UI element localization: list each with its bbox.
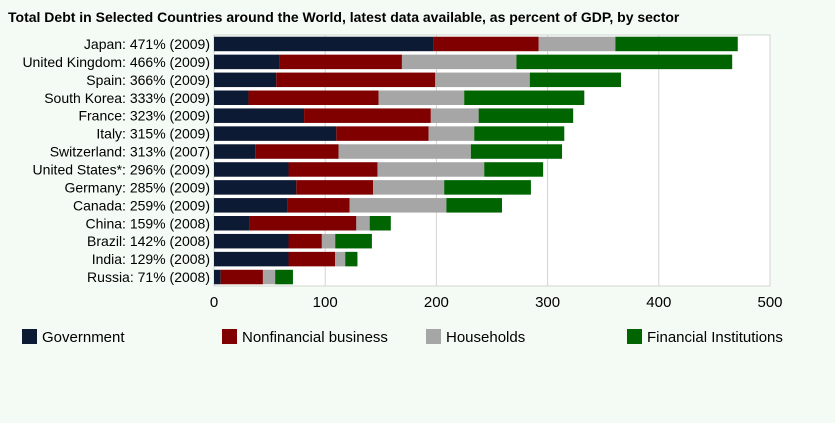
bar-segment xyxy=(529,72,621,88)
bar-segment xyxy=(275,269,293,285)
legend: Government Nonfinancial business Household… xyxy=(22,329,783,346)
bar-segment xyxy=(214,233,289,249)
bar-segment xyxy=(214,54,280,70)
bar-segment xyxy=(214,162,289,177)
bar-segment xyxy=(373,180,445,195)
bar-segment xyxy=(214,126,337,141)
bar-segment xyxy=(214,72,277,88)
category-label: Switzerland: 313% (2007) xyxy=(50,144,210,160)
bar-segment xyxy=(433,36,539,52)
category-label: India: 129% (2008) xyxy=(92,251,210,267)
bar-segment xyxy=(288,233,322,249)
legend-swatch xyxy=(426,329,441,344)
category-label: China: 159% (2008) xyxy=(85,215,210,231)
category-labels: Japan: 471% (2009) United Kingdom: 466% (… xyxy=(22,36,210,285)
x-tick-label: 500 xyxy=(757,294,782,311)
category-label: Germany: 285% (2009) xyxy=(64,179,210,195)
chart-title: Total Debt in Selected Countries around … xyxy=(8,9,680,25)
bar-segment xyxy=(538,36,616,52)
bar-segment xyxy=(428,126,475,141)
bar-segment xyxy=(279,54,402,70)
bar-segment xyxy=(338,144,471,159)
legend-label: Nonfinancial business xyxy=(242,329,388,346)
legend-swatch xyxy=(22,329,37,344)
bar-segment xyxy=(615,36,738,52)
bar-segment xyxy=(214,251,289,267)
bars xyxy=(214,36,738,285)
bar-segment xyxy=(478,108,574,123)
bar-segment xyxy=(214,90,249,105)
bar-segment xyxy=(262,269,276,285)
category-label: Brazil: 142% (2008) xyxy=(87,233,210,249)
bar-segment xyxy=(464,90,585,105)
bar-segment xyxy=(214,216,250,231)
bar-segment xyxy=(401,54,517,70)
category-label: Italy: 315% (2009) xyxy=(96,126,210,142)
bar-segment xyxy=(444,180,531,195)
bar-segment xyxy=(378,90,465,105)
category-label: South Korea: 333% (2009) xyxy=(44,90,210,106)
bar-segment xyxy=(335,233,372,249)
bar-segment xyxy=(446,198,503,213)
category-label: United States*: 296% (2009) xyxy=(33,161,210,177)
category-label: Canada: 259% (2009) xyxy=(73,197,210,213)
bar-segment xyxy=(430,108,479,123)
x-tick-label: 300 xyxy=(535,294,560,311)
bar-segment xyxy=(248,90,379,105)
bar-segment xyxy=(321,233,336,249)
bar-segment xyxy=(335,251,346,267)
bar-segment xyxy=(349,198,447,213)
x-tick-labels: 0 100 200 300 400 500 xyxy=(210,294,783,311)
x-tick-label: 0 xyxy=(210,294,218,311)
bar-segment xyxy=(435,72,530,88)
category-label: France: 323% (2009) xyxy=(78,108,210,124)
bar-segment xyxy=(470,144,563,159)
bar-segment xyxy=(288,162,378,177)
bar-segment xyxy=(474,126,565,141)
category-label: Russia: 71% (2008) xyxy=(87,269,210,285)
bar-segment xyxy=(377,162,485,177)
bar-segment xyxy=(304,108,431,123)
bar-segment xyxy=(214,144,256,159)
category-label: Japan: 471% (2009) xyxy=(84,36,210,52)
bar-segment xyxy=(356,216,370,231)
bar-segment xyxy=(336,126,429,141)
bar-segment xyxy=(249,216,357,231)
bar-segment xyxy=(288,251,336,267)
bar-segment xyxy=(369,216,391,231)
bar-segment xyxy=(214,36,434,52)
bar-segment xyxy=(276,72,436,88)
bar-segment xyxy=(516,54,733,70)
category-label: United Kingdom: 466% (2009) xyxy=(22,54,210,70)
bar-segment xyxy=(484,162,544,177)
legend-label: Financial Institutions xyxy=(647,329,783,346)
bar-segment xyxy=(287,198,350,213)
x-tick-label: 200 xyxy=(424,294,449,311)
x-tick-label: 100 xyxy=(313,294,338,311)
bar-segment xyxy=(214,180,297,195)
bar-segment xyxy=(255,144,339,159)
x-tick-label: 400 xyxy=(646,294,671,311)
bar-segment xyxy=(214,108,305,123)
legend-swatch xyxy=(222,329,237,344)
bar-segment xyxy=(214,198,288,213)
category-label: Spain: 366% (2009) xyxy=(86,72,210,88)
legend-swatch xyxy=(627,329,642,344)
bar-segment xyxy=(214,269,221,285)
legend-label: Households xyxy=(446,329,525,346)
bar-segment xyxy=(296,180,374,195)
bar-segment xyxy=(345,251,358,267)
legend-label: Government xyxy=(42,329,125,346)
bar-segment xyxy=(220,269,263,285)
